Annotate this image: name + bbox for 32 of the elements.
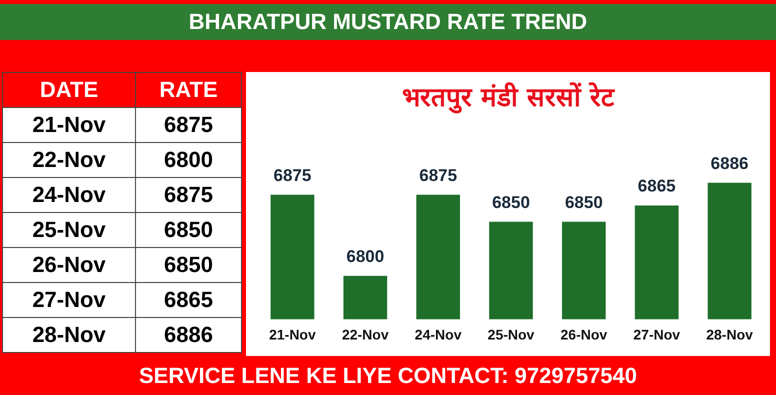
data-label: 6875 xyxy=(274,166,312,185)
data-label: 6800 xyxy=(346,247,384,266)
x-tick-label: 24-Nov xyxy=(414,326,462,342)
x-tick-label: 21-Nov xyxy=(269,326,316,342)
annotation: SERVICE LENE KE LIYE CONTACT: 9729757540 xyxy=(138,362,638,390)
x-tick-label: 22-Nov xyxy=(342,326,389,342)
data-label: 6886 xyxy=(135,318,242,352)
data-label: 6886 xyxy=(710,154,748,173)
data-label: 6850 xyxy=(135,212,242,248)
data-label: 6875 xyxy=(135,108,242,142)
category-label: 27-Nov xyxy=(2,282,136,318)
data-label: 6800 xyxy=(135,142,242,178)
data-label: 6865 xyxy=(638,176,676,196)
chart-title: BHARATPUR MUSTARD RATE TREND xyxy=(0,4,776,40)
x-tick-label: 26-Nov xyxy=(560,326,608,342)
x-tick-label: 27-Nov xyxy=(633,326,680,342)
category-label: 22-Nov xyxy=(2,142,136,178)
category-label: 26-Nov xyxy=(2,248,136,282)
data-label: 6875 xyxy=(135,178,242,212)
x-tick-label: 28-Nov xyxy=(706,326,754,342)
data-label: 6850 xyxy=(564,192,603,212)
x-tick-label: 25-Nov xyxy=(488,326,535,342)
category-label: 24-Nov xyxy=(2,178,136,212)
data-label: 6850 xyxy=(135,248,242,282)
data-label: 6850 xyxy=(492,192,530,212)
chart-subtitle: भरतपुर मंडी सरसों रेट xyxy=(400,81,616,114)
category-label: 25-Nov xyxy=(2,212,136,248)
data-label: 6875 xyxy=(419,166,458,185)
data-label: 6865 xyxy=(135,282,242,318)
category-label: 21-Nov xyxy=(2,108,136,142)
text: RATE xyxy=(135,72,242,108)
text: DATE xyxy=(2,72,136,108)
